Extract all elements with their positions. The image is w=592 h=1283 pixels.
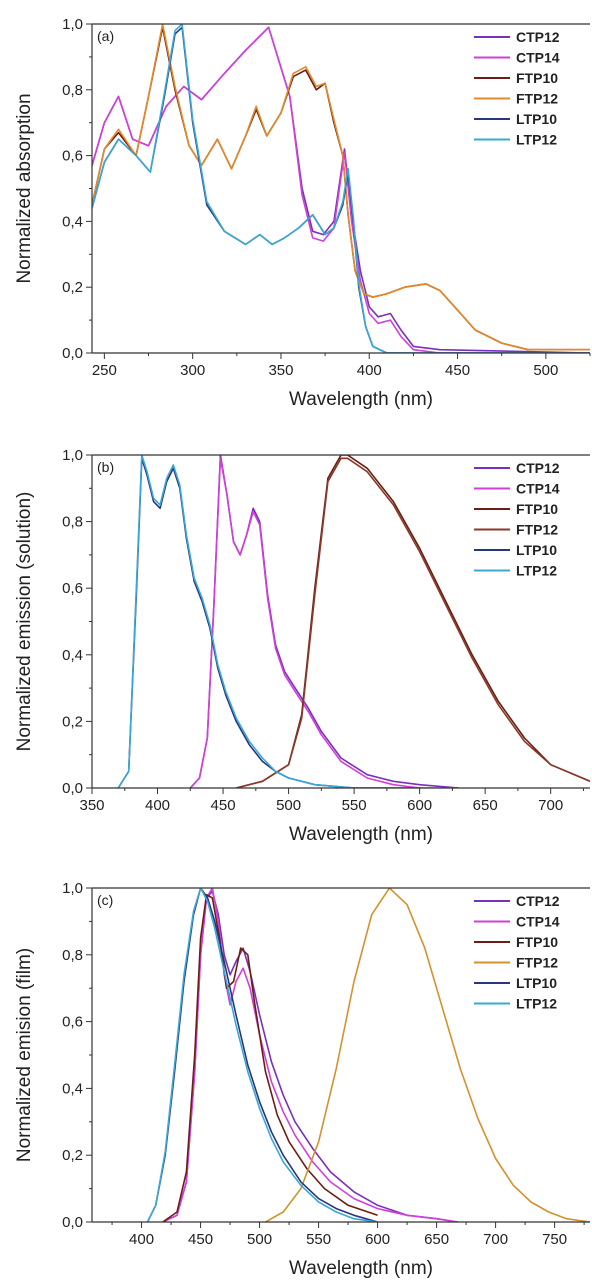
- legend-label-ftp12: FTP12: [516, 91, 558, 107]
- x-tick-label: 550: [342, 797, 367, 814]
- series-line-ftp12: [92, 24, 590, 351]
- series-line-ftp10: [162, 893, 378, 1222]
- y-tick-label: 1,0: [62, 447, 83, 464]
- y-tick-label: 1,0: [62, 880, 83, 897]
- y-tick-label: 1,0: [62, 16, 83, 33]
- x-tick-label: 650: [424, 1231, 449, 1248]
- legend-label-ltp12: LTP12: [516, 996, 557, 1012]
- y-tick-label: 0,2: [62, 713, 83, 730]
- y-tick-label: 0,6: [62, 148, 83, 165]
- x-tick-label: 400: [357, 362, 382, 379]
- panel-3: 400 450 500 550 600 650 700 750 0,0 0,2 0,4 0,6 0,8 1…: [14, 880, 590, 1279]
- y-tick-label: 0,0: [62, 780, 83, 797]
- legend-label-ftp10: FTP10: [516, 934, 558, 950]
- panel-tag: (b): [97, 459, 114, 475]
- y-tick-label: 0,0: [62, 345, 83, 362]
- x-tick-label: 400: [129, 1231, 154, 1248]
- legend-label-ctp14: CTP14: [516, 914, 560, 930]
- legend: CTP12 CTP14 FTP10 FTP12 LTP10 LTP12: [474, 460, 560, 579]
- y-tick-label: 0,4: [62, 647, 83, 664]
- x-tick-label: 500: [247, 1231, 272, 1248]
- series-line-ltp12: [92, 24, 590, 353]
- y-tick-label: 0,0: [62, 1214, 83, 1231]
- legend-label-ltp12: LTP12: [516, 563, 557, 579]
- legend-label-ftp12: FTP12: [516, 522, 558, 538]
- y-tick-label: 0,2: [62, 279, 83, 296]
- y-tick-label: 0,6: [62, 1014, 83, 1031]
- x-axis-label: Wavelength (nm): [289, 1258, 433, 1279]
- x-tick-label: 350: [79, 797, 104, 814]
- legend-label-ctp14: CTP14: [516, 50, 560, 66]
- x-tick-label: 700: [483, 1231, 508, 1248]
- x-tick-label: 700: [538, 797, 563, 814]
- x-tick-label: 500: [276, 797, 301, 814]
- panel-2: 350 400 450 500 550 600 650 700 0,0 0,2 0,4 0,6 0,8 1…: [14, 447, 590, 845]
- x-tick-label: 450: [445, 362, 470, 379]
- x-tick-label: 250: [92, 362, 117, 379]
- y-tick-label: 0,2: [62, 1147, 83, 1164]
- y-tick-label: 0,8: [62, 82, 83, 99]
- y-tick-label: 0,4: [62, 1080, 83, 1097]
- x-tick-label: 550: [306, 1231, 331, 1248]
- y-axis-label: Normalized absorption: [14, 93, 35, 283]
- legend-label-ltp10: LTP10: [516, 111, 557, 127]
- y-tick-label: 0,6: [62, 580, 83, 597]
- y-tick-label: 0,8: [62, 947, 83, 964]
- x-axis-label: Wavelength (nm): [289, 389, 433, 410]
- series-line-ctp14: [162, 888, 458, 1222]
- legend-label-ctp14: CTP14: [516, 481, 560, 497]
- legend-label-ltp10: LTP10: [516, 975, 557, 991]
- curves: [117, 455, 590, 788]
- y-axis-label: Normalized emission (solution): [14, 492, 35, 752]
- panel-tag: (c): [97, 892, 113, 908]
- y-tick-label: 0,4: [62, 213, 83, 230]
- legend-label-ctp12: CTP12: [516, 893, 560, 909]
- curves: [146, 888, 590, 1222]
- panel-tag: (a): [97, 28, 114, 44]
- series-line-ftp12: [236, 457, 590, 788]
- x-axis-label: Wavelength (nm): [289, 824, 433, 845]
- x-tick-label: 350: [268, 362, 293, 379]
- x-tick-label: 300: [180, 362, 205, 379]
- legend-label-ltp10: LTP10: [516, 542, 557, 558]
- x-tick-label: 400: [145, 797, 170, 814]
- series-line-ctp14: [92, 26, 590, 353]
- legend: CTP12 CTP14 FTP10 FTP12 LTP10 LTP12: [474, 893, 560, 1012]
- y-axis-label: Normalized emision (film): [14, 948, 35, 1162]
- y-tick-label: 0,8: [62, 514, 83, 531]
- curves: [92, 24, 590, 353]
- legend-label-ftp10: FTP10: [516, 501, 558, 517]
- x-tick-label: 450: [188, 1231, 213, 1248]
- x-tick-label: 750: [542, 1231, 567, 1248]
- series-line-ftp12: [265, 888, 590, 1222]
- legend: CTP12 CTP14 FTP10 FTP12 LTP10 LTP12: [474, 29, 560, 148]
- legend-label-ctp12: CTP12: [516, 460, 560, 476]
- series-line-ltp12: [146, 888, 378, 1222]
- series-line-ctp14: [189, 457, 459, 788]
- x-tick-label: 650: [473, 797, 498, 814]
- legend-label-ftp10: FTP10: [516, 70, 558, 86]
- legend-label-ctp12: CTP12: [516, 29, 560, 45]
- x-tick-label: 450: [211, 797, 236, 814]
- x-tick-label: 600: [365, 1231, 390, 1248]
- x-tick-label: 500: [533, 362, 558, 379]
- series-line-ltp12: [117, 455, 420, 788]
- series-line-ltp10: [117, 457, 420, 788]
- legend-label-ftp12: FTP12: [516, 955, 558, 971]
- x-tick-label: 600: [407, 797, 432, 814]
- panel-1: 250 300 350 400 450 500 0,0 0,2 0,4 0,6 0,8 1,0 Wave…: [14, 16, 591, 410]
- legend-label-ltp12: LTP12: [516, 132, 557, 148]
